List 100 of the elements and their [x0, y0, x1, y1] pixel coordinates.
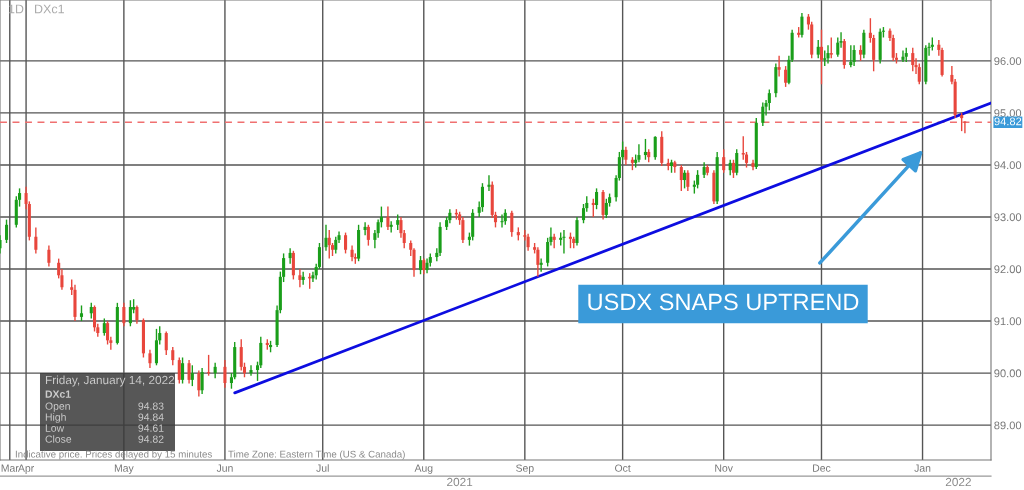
candlestick: [122, 302, 126, 327]
candlestick: [154, 328, 159, 366]
candlestick: [197, 369, 201, 398]
x-tick-label: Aug: [414, 464, 433, 474]
annotation: DXc1: [35, 4, 64, 14]
x-tick-label: Jan: [914, 464, 931, 472]
candlestick: [722, 148, 726, 174]
x-tick-label: Apr: [18, 464, 35, 474]
candlestick: [164, 330, 168, 356]
candlestick: [47, 244, 51, 268]
candlestick: [135, 304, 139, 325]
x-tick-label: Dec: [813, 464, 831, 472]
candlestick: [480, 182, 485, 213]
candlestick: [461, 216, 465, 244]
x-tick-label: May: [114, 464, 134, 474]
candlestick: [487, 174, 491, 192]
candlestick: [181, 356, 185, 385]
candlestick: [187, 359, 191, 385]
candlestick: [911, 47, 915, 72]
candlestick: [311, 270, 315, 283]
candlestick: [800, 12, 804, 39]
candlestick: [106, 320, 110, 346]
candlestick: [849, 44, 853, 68]
candlestick: [366, 224, 370, 247]
annotation: 94.82: [138, 435, 164, 443]
candlestick: [653, 135, 657, 161]
candlestick: [223, 359, 227, 389]
candlestick: [539, 257, 543, 273]
y-tick-label: 96.00: [994, 57, 1022, 66]
y-tick-label: 92.00: [994, 265, 1022, 274]
candlestick: [200, 367, 204, 395]
candlestick: [852, 44, 856, 67]
candlestick: [363, 221, 367, 236]
annotation: 94.84: [138, 413, 164, 421]
annotation: Friday, January 14, 2022: [45, 375, 175, 387]
candlestick: [816, 39, 820, 59]
candlestick: [767, 88, 771, 112]
candlestick: [829, 36, 833, 59]
candlestick: [301, 270, 305, 286]
candlestick: [471, 208, 475, 242]
candlestick: [298, 268, 302, 288]
candlestick: [288, 247, 292, 265]
annotation: USDX SNAPS UPTREND: [588, 293, 859, 311]
candlestick: [177, 356, 181, 385]
candlestick: [389, 220, 393, 234]
candlestick: [190, 364, 194, 387]
candlestick: [4, 218, 9, 244]
candlestick: [836, 36, 840, 58]
candlestick: [500, 213, 504, 229]
x2-tick-label: 2022: [945, 477, 971, 487]
y-tick-label: 95.00: [994, 109, 1022, 118]
candlestick: [637, 143, 641, 164]
candlestick: [917, 62, 921, 85]
x-tick-label: Mar: [1, 464, 19, 472]
candlestick: [128, 299, 132, 327]
candlestick: [249, 364, 253, 377]
candlestick: [591, 198, 595, 218]
y-tick-label: 91.00: [994, 317, 1022, 326]
candlestick: [148, 348, 152, 369]
candlestick: [842, 38, 846, 70]
candlestick: [207, 354, 211, 377]
candlestick: [327, 229, 331, 260]
annotation: 94.61: [138, 424, 164, 432]
y-tick-label: 89.00: [994, 421, 1022, 430]
candlestick: [761, 101, 765, 127]
candlestick: [344, 231, 348, 255]
x-tick-label: Sep: [516, 464, 534, 474]
candlestick: [34, 226, 38, 255]
annotation: 94.83: [138, 402, 164, 410]
candlestick: [171, 346, 175, 366]
candlestick: [643, 138, 647, 161]
candlestick: [595, 187, 599, 210]
candlestick: [291, 250, 295, 281]
candlestick: [604, 198, 608, 219]
x2-tick-label: 2021: [447, 477, 473, 487]
candlestick: [777, 54, 781, 78]
candlestick: [696, 169, 700, 190]
x-tick-label: Oct: [615, 464, 631, 472]
candlestick: [386, 205, 390, 231]
y-tick-label: 90.00: [994, 369, 1022, 378]
y-tick-label: 93.00: [994, 213, 1022, 222]
candlestick: [624, 146, 628, 166]
candlestick: [862, 28, 866, 59]
x-tick-label: Nov: [715, 464, 733, 472]
annotation: Close: [45, 435, 72, 443]
candlestick: [784, 65, 788, 88]
annotation: DXc1: [45, 390, 71, 398]
candlestick: [510, 210, 514, 238]
candlestick: [735, 148, 739, 177]
y-tick-label: 94.00: [994, 161, 1022, 170]
candlestick: [552, 232, 556, 249]
annotation: Open: [45, 402, 70, 412]
x-tick-label: Jul: [316, 464, 329, 472]
x-tick-label: Jun: [216, 464, 233, 472]
candlestick: [683, 169, 687, 190]
candlestick: [679, 164, 683, 192]
candlestick: [601, 189, 605, 221]
annotation: Low: [45, 424, 65, 432]
annotation: High: [45, 413, 66, 423]
candlestick: [324, 224, 328, 252]
